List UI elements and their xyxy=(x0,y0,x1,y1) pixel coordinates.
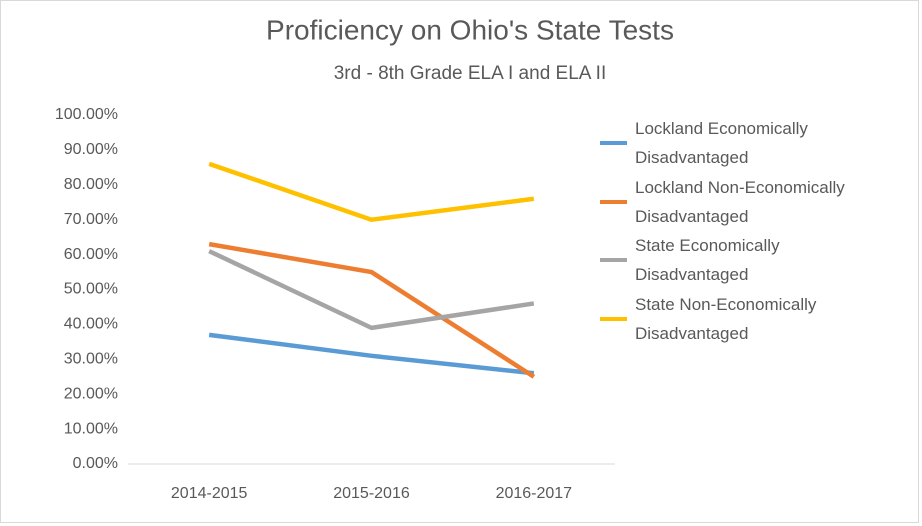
legend-item: State Economically Disadvantaged xyxy=(600,231,890,289)
legend-swatch xyxy=(600,141,627,145)
legend-label: Lockland Economically Disadvantaged xyxy=(635,119,808,167)
y-tick-label: 0.00% xyxy=(73,455,118,472)
y-tick-label: 10.00% xyxy=(64,420,118,437)
y-tick-label: 40.00% xyxy=(64,316,118,333)
y-tick-label: 60.00% xyxy=(64,246,118,263)
legend-swatch xyxy=(600,258,627,262)
series-line xyxy=(208,332,535,376)
y-tick-label: 50.00% xyxy=(64,281,118,298)
legend-swatch xyxy=(600,199,627,204)
series-line xyxy=(208,161,535,222)
y-tick-label: 80.00% xyxy=(64,176,118,193)
chart-subtitle: 3rd - 8th Grade ELA I and ELA II xyxy=(334,63,607,84)
y-tick-label: 70.00% xyxy=(64,211,118,228)
legend-label: Lockland Non-Economically Disadvantaged xyxy=(635,177,845,226)
series-line xyxy=(208,249,535,331)
legend-label: State Economically Disadvantaged xyxy=(635,236,780,284)
legend-label: State Non-Economically Disadvantaged xyxy=(635,294,817,343)
y-tick-label: 100.00% xyxy=(55,106,118,123)
y-tick-label: 30.00% xyxy=(64,351,118,368)
x-tick-label: 2015-2016 xyxy=(333,485,410,502)
y-tick-label: 90.00% xyxy=(64,141,118,158)
series-line xyxy=(208,241,536,379)
legend-item: Lockland Economically Disadvantaged xyxy=(600,114,890,172)
x-tick-label: 2016-2017 xyxy=(496,485,573,502)
legend-item: Lockland Non-Economically Disadvantaged xyxy=(600,173,890,231)
x-tick-label: 2014-2015 xyxy=(171,485,248,502)
y-tick-label: 20.00% xyxy=(64,385,118,402)
chart-title: Proficiency on Ohio's State Tests xyxy=(266,14,674,45)
legend-swatch xyxy=(600,316,627,321)
legend-item: State Non-Economically Disadvantaged xyxy=(600,290,890,348)
